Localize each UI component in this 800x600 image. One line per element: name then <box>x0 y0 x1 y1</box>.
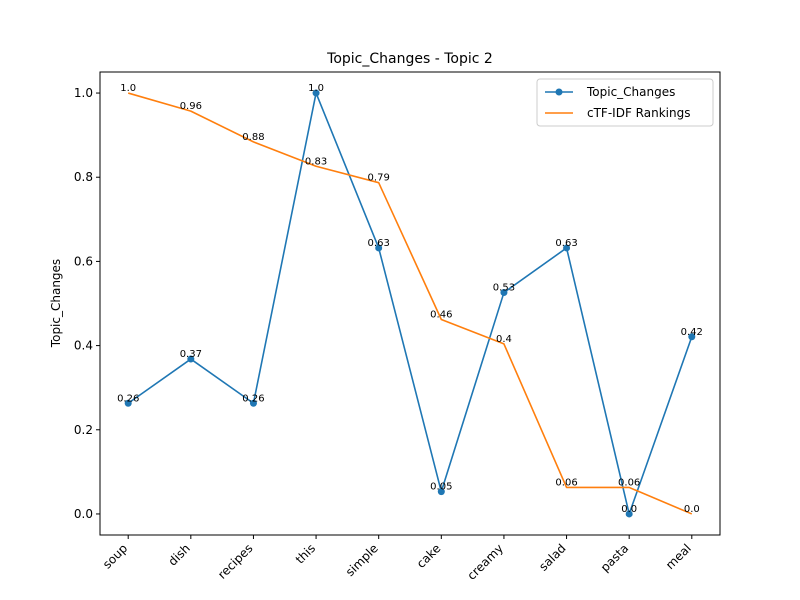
data-label: 0.53 <box>493 283 515 294</box>
data-label: 0.06 <box>555 477 577 488</box>
data-label: 0.06 <box>618 477 640 488</box>
data-label: 0.46 <box>430 309 452 320</box>
data-label: 0.05 <box>430 482 452 493</box>
chart-title: Topic_Changes - Topic 2 <box>326 51 493 67</box>
data-label: 0.42 <box>681 327 703 338</box>
legend: Topic_Changes cTF-IDF Rankings <box>536 78 714 127</box>
x-tick-label: meal <box>663 541 694 572</box>
data-label: 0.37 <box>180 349 202 360</box>
data-label: 1.0 <box>120 83 136 94</box>
x-tick-label: pasta <box>598 541 631 574</box>
y-tick-label: 0.2 <box>74 423 93 437</box>
series-line-1 <box>127 92 693 515</box>
x-tick-label: cake <box>414 541 444 571</box>
x-tick-label: recipes <box>215 541 255 581</box>
y-axis-label: Topic_Changes <box>49 259 63 348</box>
y-tick-label: 0.4 <box>74 339 93 353</box>
data-label: 0.26 <box>117 393 139 404</box>
y-tick-label: 0.0 <box>74 507 93 521</box>
legend-marker <box>555 88 563 96</box>
data-point <box>187 355 195 363</box>
y-tick-label: 0.6 <box>74 254 93 268</box>
x-tick-label: creamy <box>464 541 506 583</box>
y-tick-label: 1.0 <box>74 86 93 100</box>
plot-area: 0.26 0.37 0.26 1.0 0.63 0.05 0.53 0.63 0.0 0.42 1.… <box>117 83 703 518</box>
x-tick-label: dish <box>165 541 192 568</box>
data-label: 0.4 <box>496 334 512 345</box>
data-label: 0.26 <box>242 393 264 404</box>
data-point <box>312 89 320 97</box>
data-point <box>500 289 508 297</box>
legend-box <box>536 78 714 127</box>
data-label: 0.63 <box>555 238 577 249</box>
data-point <box>124 399 132 407</box>
x-tick-label: simple <box>343 541 381 579</box>
data-point <box>625 510 633 518</box>
data-label: 0.0 <box>621 504 637 515</box>
x-tick-label: soup <box>100 541 130 571</box>
data-label: 0.0 <box>684 504 700 515</box>
data-label: 0.83 <box>305 156 327 167</box>
x-tick-label: salad <box>536 541 568 573</box>
data-point <box>437 488 445 496</box>
x-tick-label: this <box>293 541 318 566</box>
series-line-2 <box>127 92 693 515</box>
plot-frame <box>99 71 721 536</box>
data-point <box>688 333 696 341</box>
data-point <box>375 244 383 252</box>
data-label: 0.88 <box>242 132 264 143</box>
y-tick-label: 0.8 <box>74 170 93 184</box>
data-point <box>249 399 257 407</box>
data-point <box>563 244 571 252</box>
data-label: 0.96 <box>180 101 202 112</box>
data-label: 1.0 <box>308 83 324 94</box>
legend-label: Topic_Changes <box>586 85 675 99</box>
legend-label: cTF-IDF Rankings <box>587 106 690 120</box>
data-label: 0.63 <box>368 238 390 249</box>
data-label: 0.79 <box>368 173 390 184</box>
